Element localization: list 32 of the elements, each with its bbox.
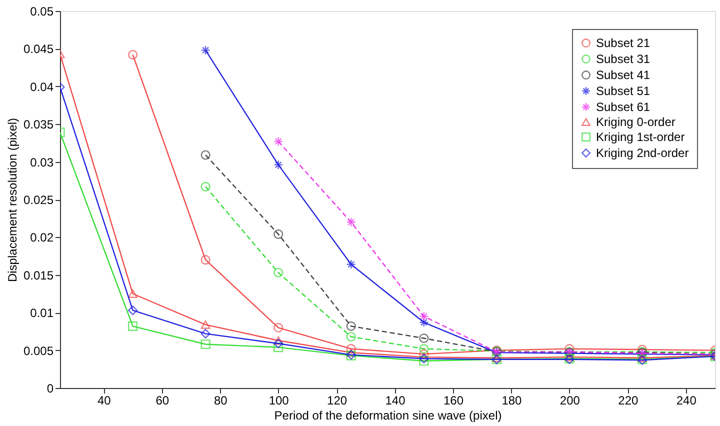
- legend-label: Subset 41: [596, 68, 650, 82]
- x-tick-label: 220: [618, 394, 638, 408]
- legend-label: Subset 21: [596, 36, 650, 50]
- y-tick-label: 0.02: [30, 230, 54, 245]
- legend-label: Subset 31: [596, 52, 650, 66]
- x-tick-label: 200: [560, 394, 580, 408]
- y-tick-label: 0.025: [23, 193, 54, 207]
- y-tick-label: 0.035: [23, 118, 54, 132]
- x-tick-label: 240: [676, 394, 697, 408]
- y-tick-label: 0.05: [30, 4, 54, 18]
- x-tick-label: 180: [502, 394, 522, 408]
- y-tick-label: 0.03: [30, 155, 54, 170]
- legend-label: Subset 51: [596, 84, 650, 98]
- y-tick-label: 0.04: [30, 80, 54, 94]
- y-axis-title: Displacement resolution (pixel): [5, 118, 20, 282]
- x-tick-label: 60: [156, 394, 170, 408]
- legend-label: Subset 61: [596, 100, 650, 114]
- x-axis-title: Period of the deformation sine wave (pixel): [274, 408, 502, 422]
- y-tick-label: 0: [46, 382, 54, 396]
- x-tick-label: 140: [385, 394, 406, 408]
- y-tick-label: 0.015: [23, 268, 54, 282]
- x-tick-label: 120: [327, 394, 348, 408]
- legend-label: Kriging 1st-order: [596, 130, 685, 144]
- x-tick-label: 40: [97, 394, 112, 408]
- x-tick-label: 160: [443, 394, 464, 408]
- x-tick-label: 100: [268, 394, 290, 408]
- legend-label: Kriging 2nd-order: [596, 146, 689, 160]
- legend-label: Kriging 0-order: [596, 115, 676, 129]
- y-tick-label: 0.005: [23, 344, 54, 358]
- y-tick-label: 0.045: [23, 42, 54, 56]
- y-tick-label: 0.01: [30, 306, 54, 320]
- x-tick-label: 80: [214, 394, 228, 408]
